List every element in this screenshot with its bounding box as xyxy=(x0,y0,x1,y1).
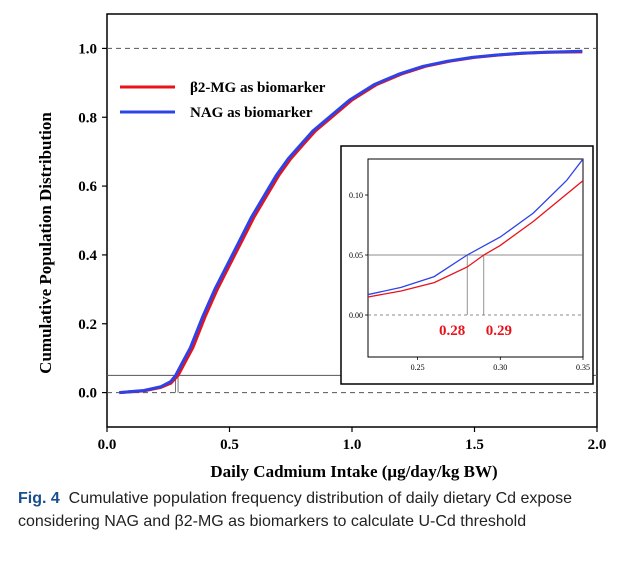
x-tick-label: 1.0 xyxy=(343,437,362,453)
y-tick-label: 1.0 xyxy=(78,41,97,57)
inset-x-tick-label: 0.25 xyxy=(411,363,425,372)
y-axis-title: Cumulative Population Distribution xyxy=(36,112,55,374)
y-tick-label: 0.2 xyxy=(78,317,97,333)
inset-y-tick-label: 0.05 xyxy=(349,251,363,260)
inset-threshold-label: 0.28 xyxy=(439,323,465,339)
inset-threshold-label: 0.29 xyxy=(486,323,512,339)
inset-x-tick-label: 0.35 xyxy=(576,363,590,372)
legend-label-b2mg: β2-MG as biomarker xyxy=(190,80,326,96)
y-tick-label: 0.6 xyxy=(78,179,97,195)
figure-caption: Fig. 4 Cumulative population frequency d… xyxy=(18,487,614,533)
inset-x-tick-label: 0.30 xyxy=(493,363,507,372)
series-line-nag xyxy=(119,49,583,395)
cumulative-distribution-chart: 0.0 0.5 1.0 1.5 2.0 0.0 0.2 0.4 0.6 0.8 1.0 β2-MG … xyxy=(36,13,607,481)
y-tick-label: 0.4 xyxy=(78,248,97,264)
inset-y-tick-label: 0.10 xyxy=(349,191,363,200)
inset-plot: 0.25 0.30 0.35 0.00 0.05 0.10 0.28 0.29 xyxy=(340,145,594,385)
legend: β2-MG as biomarker NAG as biomarker xyxy=(120,80,326,121)
x-tick-label: 2.0 xyxy=(588,437,607,453)
inset-plot-area-border xyxy=(367,158,584,358)
inset-frame xyxy=(340,145,594,385)
inset-series-line-b2mg xyxy=(368,180,583,298)
inset-y-tick-label: 0.00 xyxy=(349,311,363,320)
y-tick-label: 0.8 xyxy=(78,110,97,126)
x-axis-title: Daily Cadmium Intake (μg/day/kg BW) xyxy=(210,462,497,481)
inset-series-line-nag xyxy=(368,159,583,296)
x-tick-label: 1.5 xyxy=(465,437,484,453)
main-plot: 0.0 0.5 1.0 1.5 2.0 0.0 0.2 0.4 0.6 0.8 1.0 xyxy=(78,13,607,453)
figure-label: Fig. 4 xyxy=(18,490,60,507)
x-tick-label: 0.0 xyxy=(98,437,117,453)
y-tick-label: 0.0 xyxy=(78,386,97,402)
legend-label-nag: NAG as biomarker xyxy=(190,105,313,121)
x-tick-label: 0.5 xyxy=(220,437,239,453)
figure-caption-text: Cumulative population frequency distribu… xyxy=(18,490,573,530)
